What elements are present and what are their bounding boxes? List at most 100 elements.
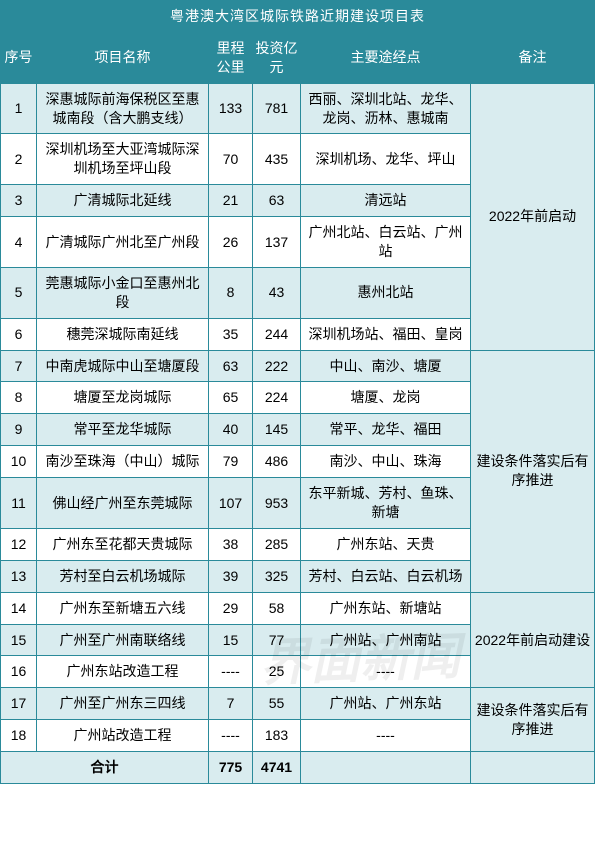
table-row: 7中南虎城际中山至塘厦段63222中山、南沙、塘厦建设条件落实后有序推进 [1, 350, 595, 382]
cell-tz: 183 [253, 720, 301, 752]
col-tz: 投资亿元 [253, 32, 301, 83]
cell-lc: 38 [209, 528, 253, 560]
cell-name: 广州东站改造工程 [37, 656, 209, 688]
cell-tz: 137 [253, 217, 301, 268]
cell-name: 佛山经广州至东莞城际 [37, 478, 209, 529]
cell-jd: 深圳机场站、福田、皇岗 [301, 318, 471, 350]
col-lc: 里程公里 [209, 32, 253, 83]
remark-cell: 建设条件落实后有序推进 [471, 350, 595, 592]
cell-lc: 107 [209, 478, 253, 529]
cell-jd: 常平、龙华、福田 [301, 414, 471, 446]
cell-lc: 79 [209, 446, 253, 478]
cell-xh: 9 [1, 414, 37, 446]
cell-tz: 43 [253, 267, 301, 318]
col-name: 项目名称 [37, 32, 209, 83]
cell-jd: 惠州北站 [301, 267, 471, 318]
total-lc: 775 [209, 752, 253, 784]
cell-jd: 东平新城、芳村、鱼珠、新塘 [301, 478, 471, 529]
table-row: 14广州东至新塘五六线2958广州东站、新塘站2022年前启动建设 [1, 592, 595, 624]
cell-name: 芳村至白云机场城际 [37, 560, 209, 592]
cell-xh: 1 [1, 83, 37, 134]
header-row: 序号 项目名称 里程公里 投资亿元 主要途经点 备注 [1, 32, 595, 83]
cell-jd: 塘厦、龙岗 [301, 382, 471, 414]
cell-name: 南沙至珠海（中山）城际 [37, 446, 209, 478]
cell-xh: 11 [1, 478, 37, 529]
cell-xh: 16 [1, 656, 37, 688]
cell-name: 深惠城际前海保税区至惠城南段（含大鹏支线） [37, 83, 209, 134]
cell-jd: ---- [301, 720, 471, 752]
cell-name: 广清城际广州北至广州段 [37, 217, 209, 268]
cell-tz: 58 [253, 592, 301, 624]
total-label: 合计 [1, 752, 209, 784]
table-row: 1深惠城际前海保税区至惠城南段（含大鹏支线）133781西丽、深圳北站、龙华、龙… [1, 83, 595, 134]
cell-name: 深圳机场至大亚湾城际深圳机场至坪山段 [37, 134, 209, 185]
cell-tz: 953 [253, 478, 301, 529]
cell-lc: 70 [209, 134, 253, 185]
cell-name: 莞惠城际小金口至惠州北段 [37, 267, 209, 318]
cell-xh: 13 [1, 560, 37, 592]
cell-jd: 清远站 [301, 185, 471, 217]
cell-jd: 广州东站、天贵 [301, 528, 471, 560]
cell-jd: 深圳机场、龙华、坪山 [301, 134, 471, 185]
cell-name: 广州东至新塘五六线 [37, 592, 209, 624]
cell-lc: 40 [209, 414, 253, 446]
cell-tz: 55 [253, 688, 301, 720]
cell-jd: 广州站、广州东站 [301, 688, 471, 720]
total-jd [301, 752, 471, 784]
cell-lc: 63 [209, 350, 253, 382]
cell-name: 常平至龙华城际 [37, 414, 209, 446]
col-xh: 序号 [1, 32, 37, 83]
cell-name: 广州至广州南联络线 [37, 624, 209, 656]
remark-cell: 2022年前启动 [471, 83, 595, 350]
cell-tz: 244 [253, 318, 301, 350]
cell-xh: 14 [1, 592, 37, 624]
cell-xh: 10 [1, 446, 37, 478]
cell-jd: 西丽、深圳北站、龙华、龙岗、沥林、惠城南 [301, 83, 471, 134]
cell-name: 穗莞深城际南延线 [37, 318, 209, 350]
cell-tz: 224 [253, 382, 301, 414]
cell-lc: 26 [209, 217, 253, 268]
cell-jd: 广州东站、新塘站 [301, 592, 471, 624]
cell-tz: 63 [253, 185, 301, 217]
cell-tz: 435 [253, 134, 301, 185]
cell-name: 广清城际北延线 [37, 185, 209, 217]
cell-name: 中南虎城际中山至塘厦段 [37, 350, 209, 382]
table-body: 1深惠城际前海保税区至惠城南段（含大鹏支线）133781西丽、深圳北站、龙华、龙… [1, 83, 595, 751]
cell-xh: 2 [1, 134, 37, 185]
cell-jd: 南沙、中山、珠海 [301, 446, 471, 478]
cell-tz: 285 [253, 528, 301, 560]
cell-xh: 18 [1, 720, 37, 752]
title-row: 粤港澳大湾区城际铁路近期建设项目表 [1, 1, 595, 33]
col-jd: 主要途经点 [301, 32, 471, 83]
cell-xh: 12 [1, 528, 37, 560]
cell-xh: 17 [1, 688, 37, 720]
cell-xh: 6 [1, 318, 37, 350]
remark-cell: 建设条件落实后有序推进 [471, 688, 595, 752]
cell-tz: 25 [253, 656, 301, 688]
remark-cell: 2022年前启动建设 [471, 592, 595, 688]
cell-lc: ---- [209, 656, 253, 688]
total-row: 合计 775 4741 [1, 752, 595, 784]
cell-jd: 广州北站、白云站、广州站 [301, 217, 471, 268]
total-bz [471, 752, 595, 784]
cell-lc: 7 [209, 688, 253, 720]
cell-tz: 486 [253, 446, 301, 478]
cell-tz: 145 [253, 414, 301, 446]
cell-lc: 35 [209, 318, 253, 350]
col-bz: 备注 [471, 32, 595, 83]
total-tz: 4741 [253, 752, 301, 784]
cell-jd: 芳村、白云站、白云机场 [301, 560, 471, 592]
cell-xh: 15 [1, 624, 37, 656]
cell-lc: 21 [209, 185, 253, 217]
cell-tz: 325 [253, 560, 301, 592]
project-table: 粤港澳大湾区城际铁路近期建设项目表 序号 项目名称 里程公里 投资亿元 主要途经… [0, 0, 595, 784]
cell-xh: 4 [1, 217, 37, 268]
cell-lc: 15 [209, 624, 253, 656]
cell-jd: ---- [301, 656, 471, 688]
cell-lc: 65 [209, 382, 253, 414]
cell-tz: 222 [253, 350, 301, 382]
table-row: 17广州至广州东三四线755广州站、广州东站建设条件落实后有序推进 [1, 688, 595, 720]
cell-lc: ---- [209, 720, 253, 752]
cell-lc: 39 [209, 560, 253, 592]
cell-name: 塘厦至龙岗城际 [37, 382, 209, 414]
